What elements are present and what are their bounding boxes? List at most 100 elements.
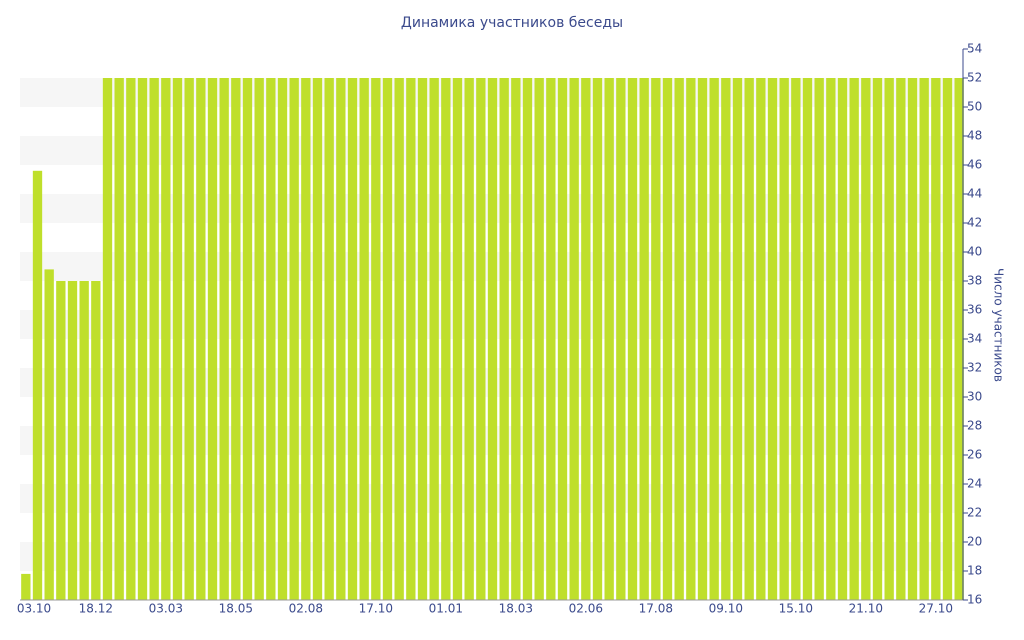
bar [406,78,416,600]
x-tick-label: 02.08 [289,602,323,616]
bar [721,78,731,600]
y-tick-label: 18 [967,564,982,578]
bar [161,78,171,600]
y-tick-label: 36 [967,303,982,317]
bar [709,78,719,600]
bar [324,78,334,600]
x-tick-label: 17.10 [359,602,393,616]
y-tick-label: 52 [967,71,982,85]
bar [511,78,521,600]
y-tick-label: 16 [967,593,982,607]
bar [931,78,941,600]
bar [557,78,568,600]
bar [686,78,696,600]
y-tick-label: 30 [967,390,982,404]
bar [861,78,871,600]
bar [277,78,288,600]
x-tick-label: 03.10 [17,602,51,616]
bar [954,78,964,600]
bar [452,78,463,600]
bar [791,78,801,600]
y-tick-label: 48 [967,129,982,143]
x-tick-label: 27.10 [919,602,953,616]
bar [662,78,673,600]
bar [919,78,929,600]
bar [744,78,754,600]
bar [137,78,148,600]
bar [67,281,78,600]
x-tick-label: 21.10 [849,602,883,616]
y-tick-label: 50 [967,100,982,114]
y-tick-label: 32 [967,361,982,375]
x-tick-label: 15.10 [779,602,813,616]
bar [732,78,743,600]
bar [289,78,299,600]
x-tick-label: 18.12 [79,602,113,616]
bar [697,78,708,600]
bar [756,78,766,600]
bar [674,78,684,600]
x-tick-label: 09.10 [709,602,743,616]
x-tick-label: 17.08 [639,602,673,616]
y-tick-label: 42 [967,216,982,230]
bar [394,78,404,600]
y-tick-label: 26 [967,448,982,462]
bar [627,78,638,600]
bar [382,78,393,600]
bar [254,78,264,600]
bar [56,281,66,600]
y-tick-label: 20 [967,535,982,549]
bar [592,78,603,600]
bar [231,78,241,600]
bar [779,78,789,600]
bar [872,78,883,600]
bar [149,78,159,600]
chart-title: Динамика участников беседы [401,15,623,31]
bar [476,78,486,600]
bar [44,269,54,600]
bar [569,78,579,600]
bar [464,78,474,600]
bar [429,78,439,600]
bar [172,78,183,600]
bar [312,78,323,600]
bar [371,78,381,600]
bar [114,78,124,600]
y-tick-label: 24 [967,477,982,491]
bar [347,78,358,600]
bar [651,78,661,600]
bar [266,78,276,600]
y-tick-label: 22 [967,506,982,520]
bar [242,78,253,600]
bar [907,78,918,600]
bar [196,78,206,600]
x-tick-label: 18.05 [219,602,253,616]
bar [102,78,113,600]
bar [534,78,544,600]
y-axis-title: Число участников [992,268,1006,382]
y-tick-label: 40 [967,245,982,259]
bar [639,78,649,600]
bar [336,78,346,600]
x-tick-label: 02.06 [569,602,603,616]
bar [604,78,614,600]
bar [942,78,953,600]
y-tick-label: 28 [967,419,982,433]
bar [207,78,218,600]
x-tick-label: 03.03 [149,602,183,616]
y-tick-label: 44 [967,187,982,201]
bar [884,78,894,600]
bar [581,78,591,600]
y-tick-label: 38 [967,274,982,288]
bar [802,78,813,600]
bar [417,78,428,600]
bar [522,78,533,600]
bar [32,170,43,601]
bar [546,78,556,600]
bar [219,78,229,600]
bar [441,78,451,600]
x-tick-label: 18.03 [499,602,533,616]
bar [896,78,906,600]
bar [826,78,836,600]
